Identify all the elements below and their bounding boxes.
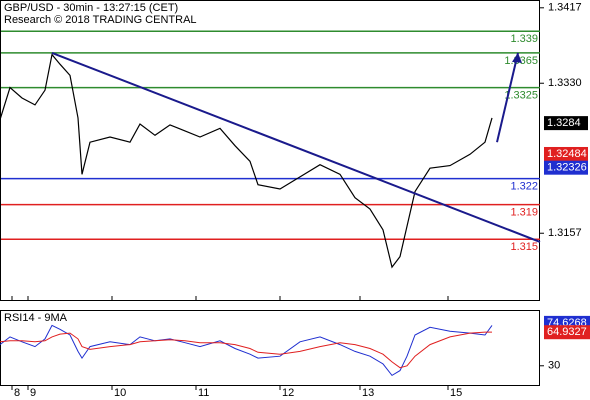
y-tick-label: 1.3157	[548, 227, 582, 239]
x-tick-label: 12	[282, 387, 294, 399]
forecast-arrowhead	[512, 52, 522, 63]
level-label: 1.3325	[504, 89, 538, 101]
price-tag	[544, 160, 588, 175]
rsi-tag	[544, 325, 590, 340]
chart-subtitle: Research © 2018 TRADING CENTRAL	[4, 14, 197, 26]
level-label: 1.315	[510, 241, 538, 253]
level-label: 1.339	[510, 33, 538, 45]
x-tick-label: 13	[362, 387, 374, 399]
price-tag-label: 1.3284	[547, 117, 581, 129]
price-panel	[0, 0, 540, 301]
x-tick-label: 11	[198, 387, 209, 399]
x-tick-label: 8	[14, 387, 20, 399]
price-tag	[544, 146, 588, 161]
y-tick-label: 1.3330	[548, 77, 582, 89]
trendline	[51, 51, 541, 243]
price-tag-label: 1.32326	[547, 162, 587, 174]
rsi-title: RSI14 - 9MA	[4, 312, 68, 324]
rsi-line	[0, 324, 493, 377]
level-label: 1.319	[510, 207, 538, 219]
price-tag	[544, 116, 588, 131]
chart-title: GBP/USD - 30min - 13:27:15 (CET)	[4, 2, 178, 14]
level-label: 1.322	[510, 181, 538, 193]
price-line	[0, 53, 493, 269]
y-tick-label: 30	[548, 360, 560, 372]
rsi-tag-label: 64.9327	[547, 326, 587, 338]
x-tick-label: 10	[114, 387, 126, 399]
y-tick-label: 1.3417	[548, 2, 582, 14]
x-tick-label: 9	[30, 387, 36, 399]
rsi-panel	[0, 310, 540, 386]
rsi-line	[0, 331, 492, 369]
price-tag-label: 1.32484	[547, 148, 587, 160]
x-tick-label: 15	[450, 387, 462, 399]
level-label: 1.3365	[504, 55, 538, 67]
forecast	[496, 52, 519, 143]
